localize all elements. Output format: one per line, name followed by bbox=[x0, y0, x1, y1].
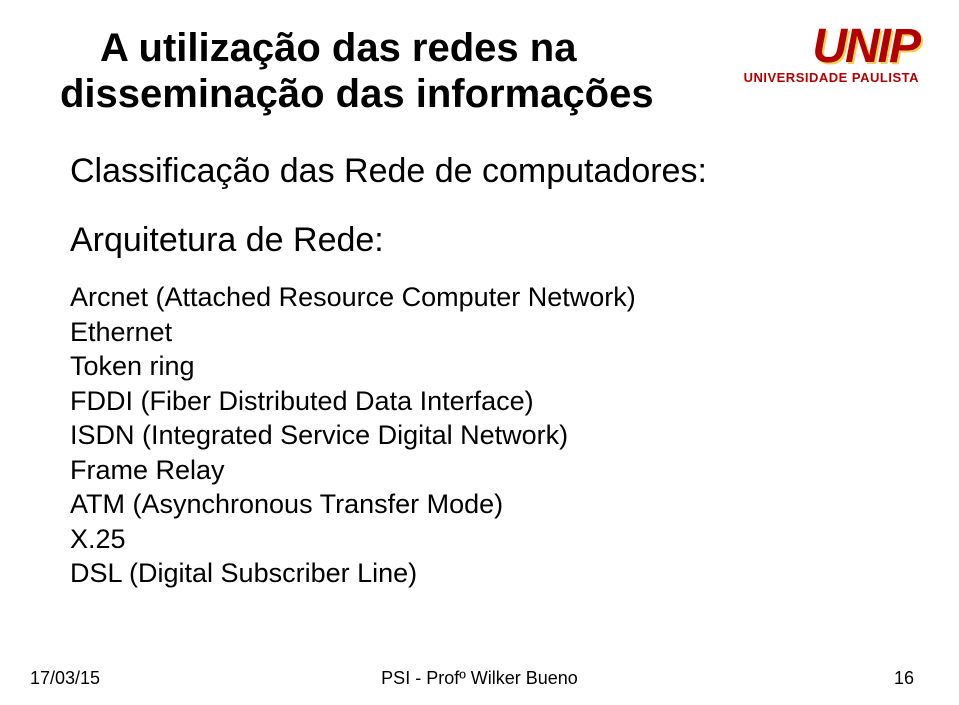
title-line-1: A utilização das redes na bbox=[60, 25, 659, 71]
list-item: FDDI (Fiber Distributed Data Interface) bbox=[70, 384, 899, 419]
header-row: A utilização das redes na disseminação d… bbox=[60, 20, 899, 117]
list-item: Frame Relay bbox=[70, 453, 899, 488]
logo-subtitle: UNIVERSIDADE PAULISTA bbox=[744, 70, 919, 85]
list-item: ISDN (Integrated Service Digital Network… bbox=[70, 418, 899, 453]
section-heading: Arquitetura de Rede: bbox=[70, 221, 899, 260]
list-items: Arcnet (Attached Resource Computer Netwo… bbox=[70, 280, 899, 591]
footer: 17/03/15 PSI - Profº Wilker Bueno 16 bbox=[0, 668, 959, 689]
subtitle-text: Classificação das Rede de computadores: bbox=[70, 152, 899, 191]
logo-main-text: UNIP bbox=[744, 25, 919, 68]
logo-area: UNIP UNIVERSIDADE PAULISTA bbox=[659, 25, 919, 87]
list-item: Ethernet bbox=[70, 315, 899, 350]
title-line-2: disseminação das informações bbox=[60, 71, 659, 117]
list-item: ATM (Asynchronous Transfer Mode) bbox=[70, 487, 899, 522]
footer-author: PSI - Profº Wilker Bueno bbox=[381, 668, 578, 689]
title-block: A utilização das redes na disseminação d… bbox=[60, 20, 659, 117]
list-item: DSL (Digital Subscriber Line) bbox=[70, 556, 899, 591]
footer-date: 17/03/15 bbox=[30, 668, 100, 689]
list-item: Token ring bbox=[70, 349, 899, 384]
footer-page-number: 16 bbox=[894, 668, 914, 689]
content-area: Classificação das Rede de computadores: … bbox=[60, 152, 899, 591]
unip-logo: UNIP UNIVERSIDADE PAULISTA bbox=[744, 25, 919, 85]
list-item: Arcnet (Attached Resource Computer Netwo… bbox=[70, 280, 899, 315]
slide-container: A utilização das redes na disseminação d… bbox=[0, 0, 959, 705]
list-item: X.25 bbox=[70, 522, 899, 557]
